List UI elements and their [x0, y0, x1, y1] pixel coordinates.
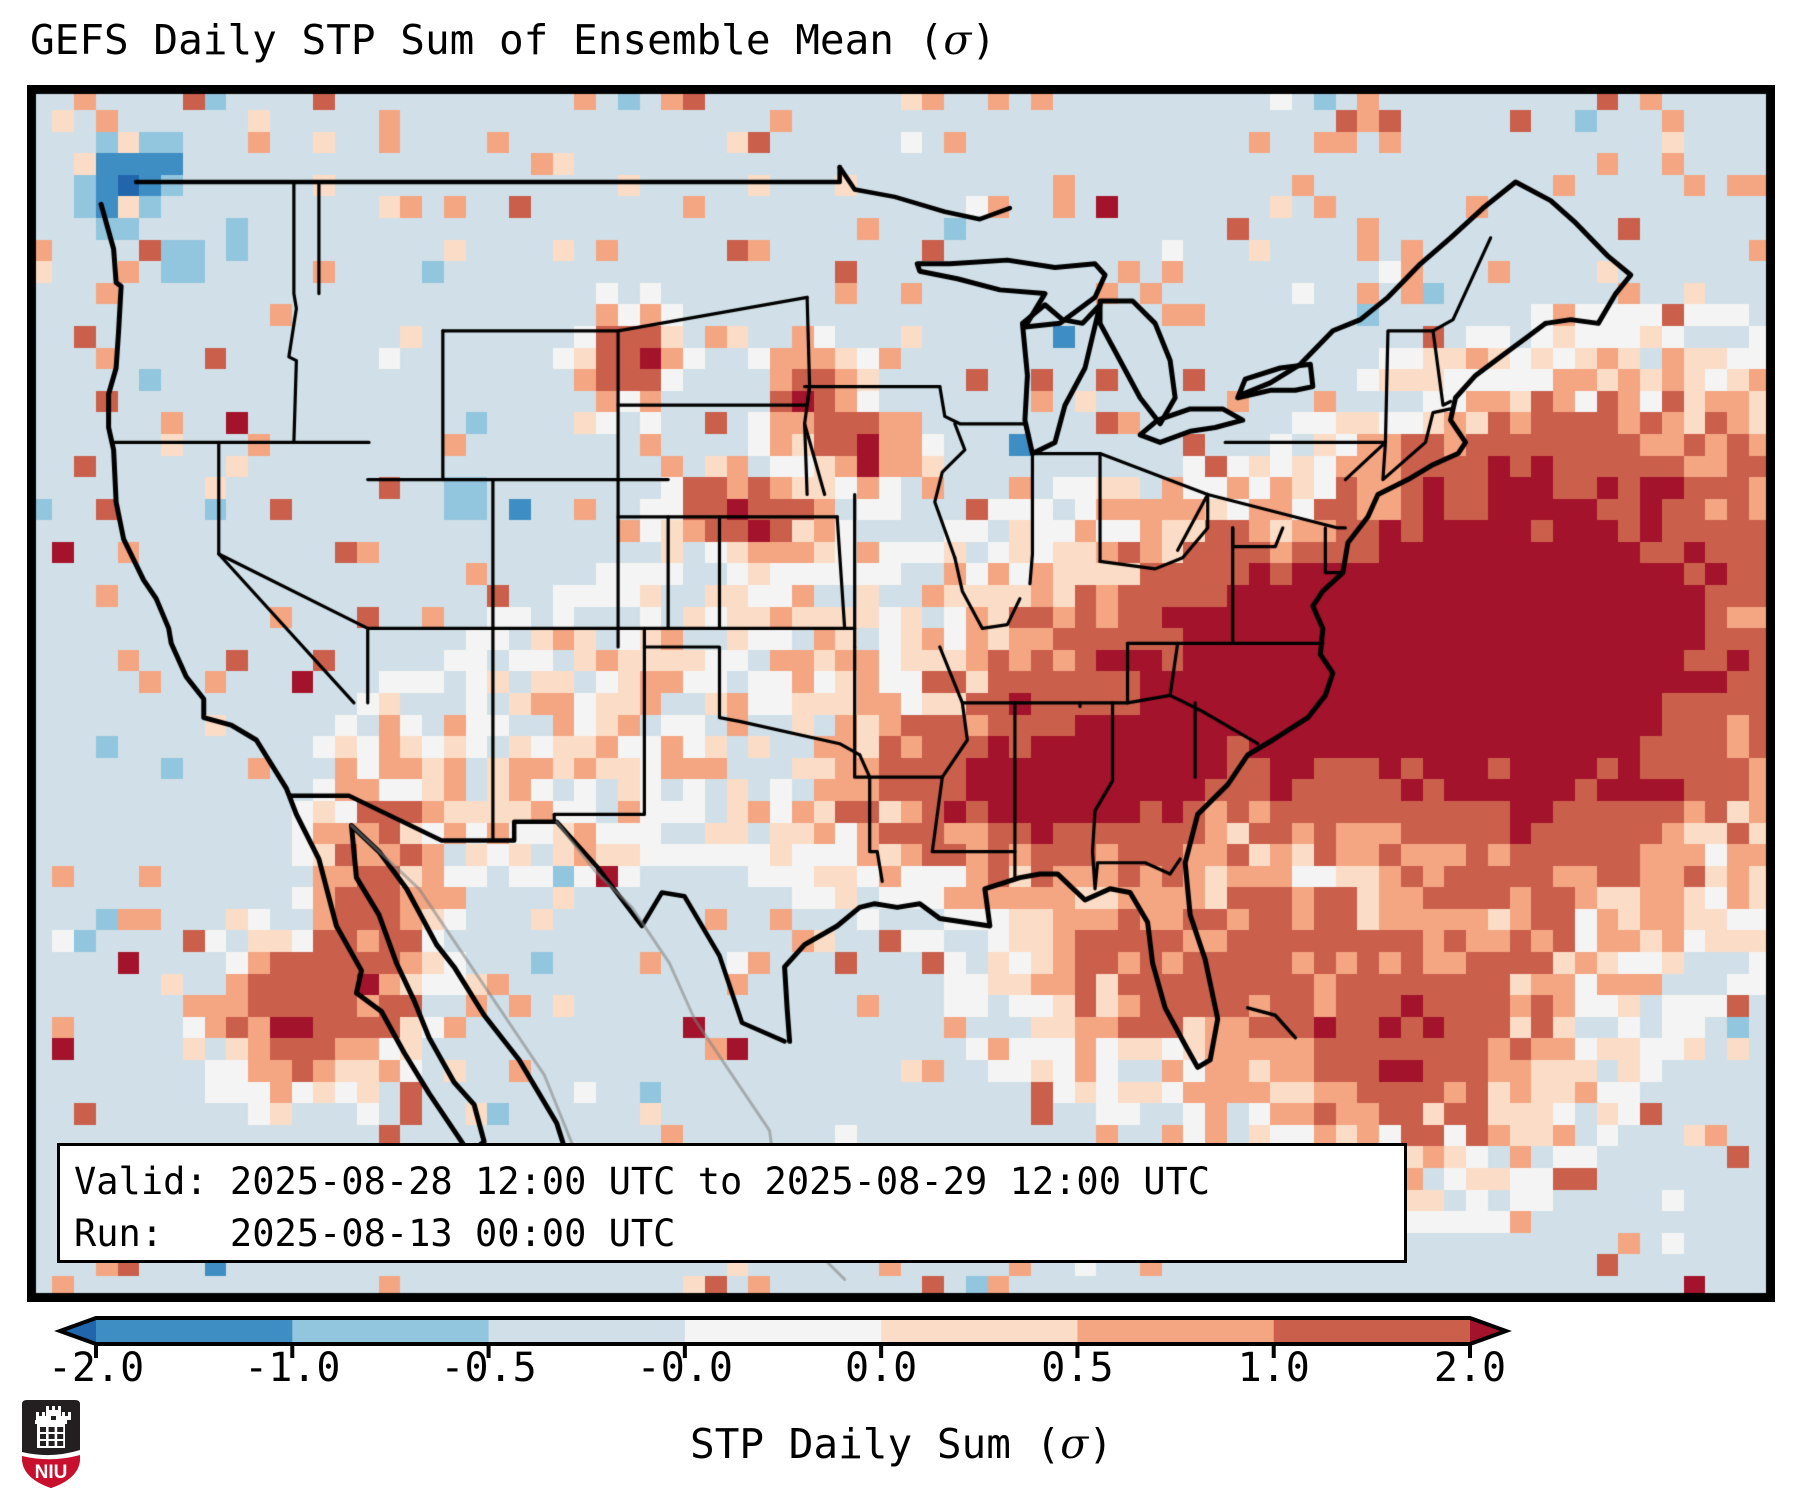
colorbar-tick-labels: -2.0 -1.0 -0.5 -0.0 0.0 0.5 1.0 2.0: [0, 1345, 1803, 1405]
title-text-before: GEFS Daily STP Sum of Ensemble Mean (: [30, 16, 944, 64]
colorbar-svg: [54, 1316, 1512, 1358]
xlabel-before: STP Daily Sum (: [690, 1420, 1061, 1468]
logo-text: NIU: [35, 1462, 68, 1483]
colorbar-band: [881, 1318, 1079, 1344]
colorbar-tick-label: 0.0: [845, 1345, 918, 1391]
colorbar-tick-label: 0.5: [1041, 1345, 1114, 1391]
colorbar-tick-label: 1.0: [1237, 1345, 1310, 1391]
colorbar-band: [488, 1318, 686, 1344]
niu-logo: NIU: [22, 1400, 80, 1488]
logo-banner: [22, 1454, 80, 1488]
valid-line: Valid: 2025-08-28 12:00 UTC to 2025-08-2…: [74, 1160, 1211, 1203]
map-panel: [27, 85, 1775, 1302]
xlabel-after: ): [1088, 1420, 1113, 1468]
run-line: Run: 2025-08-13 00:00 UTC: [74, 1212, 676, 1255]
colorbar-band: [1077, 1318, 1275, 1344]
colorbar-tick-label: -0.0: [636, 1345, 734, 1391]
colorbar-under-extension: [60, 1318, 96, 1344]
logo-banner-divider: [22, 1450, 80, 1460]
colorbar: [0, 1300, 1803, 1360]
colorbar-axis-label: STP Daily Sum (σ): [0, 1420, 1803, 1468]
valid-run-info-box: Valid: 2025-08-28 12:00 UTC to 2025-08-2…: [57, 1143, 1407, 1263]
colorbar-tick-label: 2.0: [1433, 1345, 1507, 1391]
title-text-after: ): [971, 16, 996, 64]
colorbar-band: [96, 1318, 293, 1344]
sigma-symbol-title: σ: [943, 16, 972, 64]
colorbar-over-extension: [1470, 1318, 1506, 1344]
colorbar-tick-label: -2.0: [47, 1345, 145, 1391]
colorbar-band: [292, 1318, 490, 1344]
sigma-symbol-xlabel: σ: [1060, 1420, 1089, 1468]
colorbar-band: [684, 1318, 882, 1344]
colorbar-tick-label: -1.0: [244, 1345, 341, 1391]
logo-windows: [40, 1427, 64, 1446]
stp-heatmap-canvas: [31, 89, 1771, 1298]
colorbar-tick-label: -0.5: [440, 1345, 537, 1391]
colorbar-band: [1273, 1318, 1471, 1344]
figure-title: GEFS Daily STP Sum of Ensemble Mean (σ): [30, 16, 1530, 72]
